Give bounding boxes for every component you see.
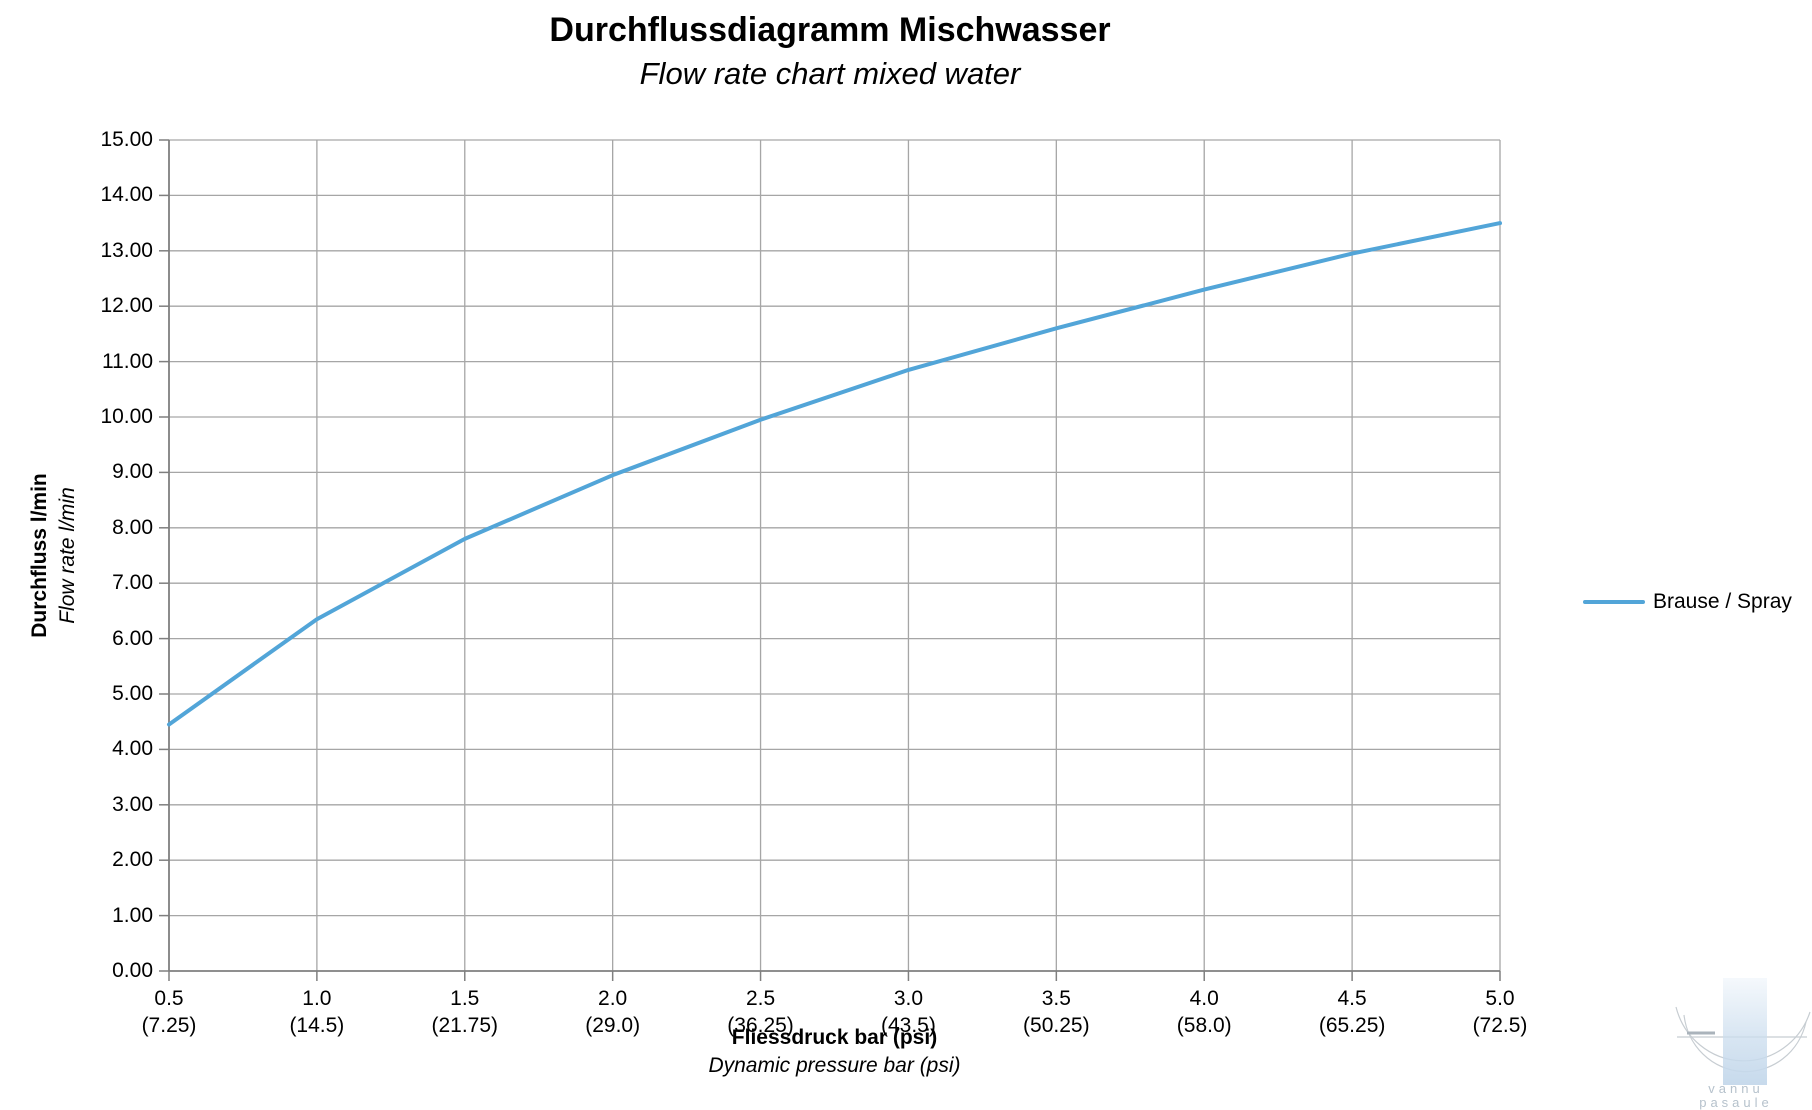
y-tick-label: 12.00 bbox=[100, 294, 153, 318]
x-tick-label-psi: (7.25) bbox=[141, 1014, 197, 1037]
y-tick-label: 9.00 bbox=[112, 460, 153, 484]
x-tick-label-bar: 1.0 bbox=[302, 987, 332, 1010]
x-tick-label: 1.5 (21.75) bbox=[390, 985, 540, 1039]
y-tick-label: 7.00 bbox=[112, 571, 153, 595]
x-tick-label: 4.0 (58.0) bbox=[1129, 985, 1279, 1039]
x-tick-label-bar: 2.0 bbox=[598, 987, 628, 1010]
y-tick-label: 13.00 bbox=[100, 238, 153, 262]
y-tick-label: 1.00 bbox=[112, 903, 153, 927]
y-tick-label: 5.00 bbox=[112, 682, 153, 705]
x-tick-label-psi: (65.25) bbox=[1318, 1014, 1386, 1037]
chart-title: Durchflussdiagramm Mischwasser bbox=[549, 11, 1111, 49]
x-axis-title-en: Dynamic pressure bar (psi) bbox=[708, 1054, 961, 1077]
x-tick-label-psi: (14.5) bbox=[289, 1014, 345, 1037]
watermark-text-line1: vannu bbox=[1708, 1081, 1764, 1096]
watermark-logo: vannu pasaule bbox=[1660, 960, 1812, 1110]
x-tick-label: 2.5 (36.25) bbox=[686, 985, 836, 1039]
x-tick-label-bar: 4.5 bbox=[1337, 987, 1367, 1010]
x-tick-label: 5.0 (72.5) bbox=[1425, 985, 1575, 1039]
flow-curve-line bbox=[167, 221, 1502, 727]
legend-label: Brause / Spray bbox=[1653, 590, 1792, 613]
x-tick-label-psi: (72.5) bbox=[1472, 1014, 1528, 1037]
x-tick-label-bar: 3.0 bbox=[893, 987, 924, 1010]
watermark-bar bbox=[1723, 978, 1767, 1085]
x-tick-label-bar: 1.5 bbox=[450, 987, 480, 1010]
x-tick-label: 3.5 (50.25) bbox=[981, 985, 1131, 1039]
y-tick-label: 0.00 bbox=[112, 959, 153, 982]
y-tick-label: 11.00 bbox=[102, 349, 153, 373]
y-tick-label: 15.00 bbox=[100, 128, 153, 151]
y-tick-label: 2.00 bbox=[112, 848, 153, 872]
legend: Brause / Spray bbox=[1583, 587, 1792, 617]
x-tick-label-bar: 5.0 bbox=[1485, 987, 1515, 1010]
x-tick-label: 1.0 (14.5) bbox=[242, 985, 392, 1039]
watermark-text: vannu pasaule bbox=[1660, 1082, 1812, 1110]
watermark-text-line2: pasaule bbox=[1699, 1095, 1773, 1110]
x-tick-label: 2.0 (29.0) bbox=[538, 985, 688, 1039]
y-tick-label: 10.00 bbox=[100, 405, 153, 428]
y-tick-label: 8.00 bbox=[112, 515, 153, 539]
x-tick-label: 0.5 (7.25) bbox=[94, 985, 244, 1039]
x-axis-title-de: Fliessdruck bar (psi) bbox=[731, 1026, 938, 1049]
y-tick-label: 6.00 bbox=[112, 626, 153, 650]
x-tick-label-bar: 2.5 bbox=[745, 987, 776, 1010]
x-axis-title: Fliessdruck bar (psi) Dynamic pressure b… bbox=[169, 1024, 1500, 1080]
y-tick-label: 14.00 bbox=[100, 183, 153, 207]
legend-line-swatch bbox=[1583, 600, 1645, 604]
y-tick-label: 4.00 bbox=[112, 737, 153, 761]
x-tick-label-psi: (58.0) bbox=[1176, 1014, 1232, 1037]
x-tick-label-psi: (36.25) bbox=[727, 1014, 794, 1037]
y-tick-label: 3.00 bbox=[112, 792, 153, 816]
x-tick-label-psi: (21.75) bbox=[431, 1014, 499, 1037]
x-tick-label-psi: (50.25) bbox=[1023, 1014, 1090, 1037]
x-tick-label: 3.0 (43.5) bbox=[833, 985, 983, 1039]
x-tick-label-bar: 0.5 bbox=[154, 987, 184, 1010]
x-tick-label: 4.5 (65.25) bbox=[1277, 985, 1427, 1039]
x-tick-label-psi: (43.5) bbox=[881, 1014, 936, 1037]
x-tick-label-psi: (29.0) bbox=[585, 1014, 641, 1037]
x-tick-label-bar: 4.0 bbox=[1189, 987, 1219, 1010]
x-tick-label-bar: 3.5 bbox=[1041, 987, 1071, 1010]
chart-subtitle: Flow rate chart mixed water bbox=[639, 56, 1021, 91]
